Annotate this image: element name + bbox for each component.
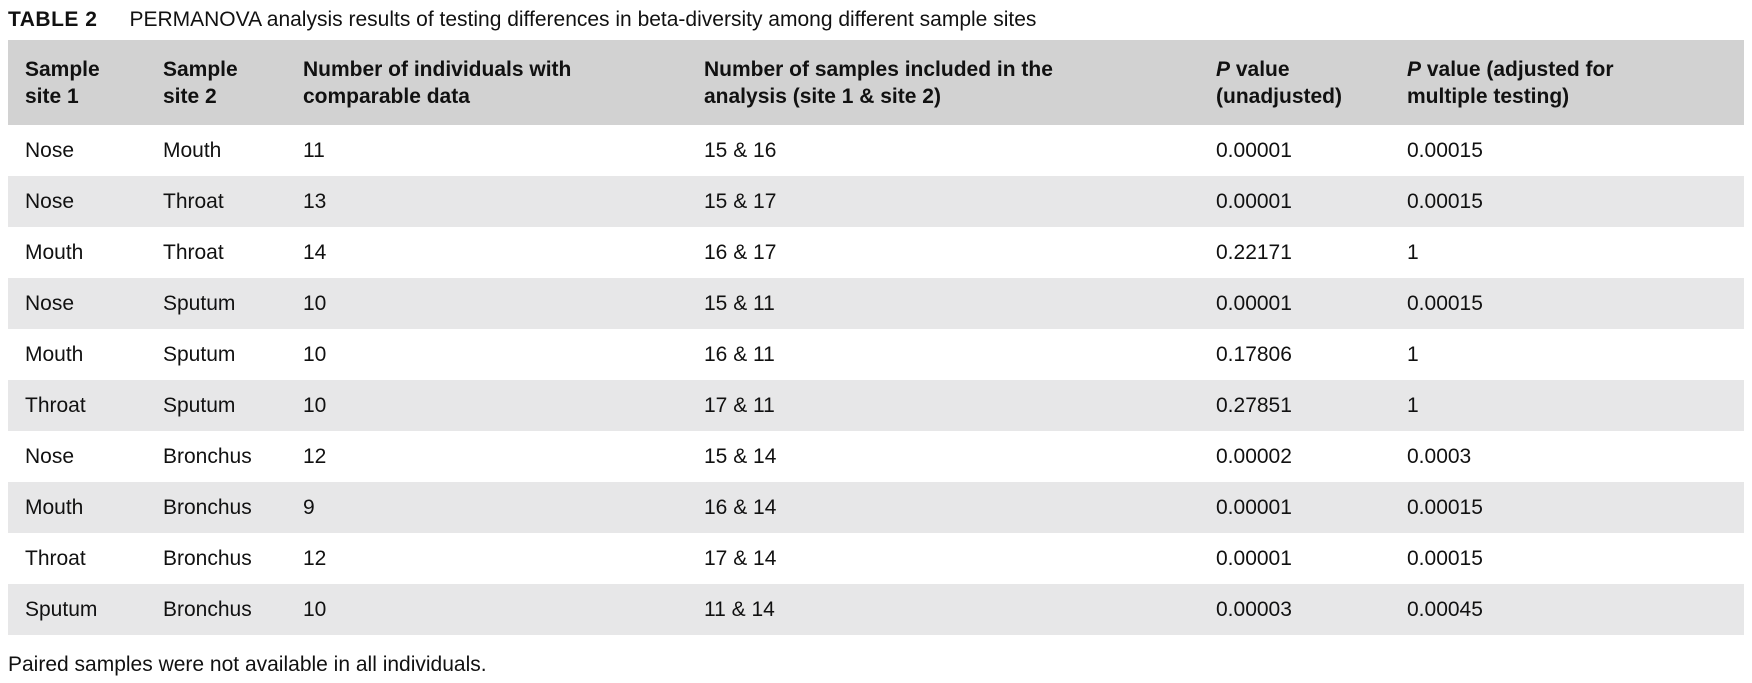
cell-num-individuals: 11 xyxy=(303,138,325,162)
table-number-label: TABLE 2 xyxy=(8,8,98,31)
cell-num-individuals: 9 xyxy=(286,482,687,533)
cell-num-samples: 15 & 17 xyxy=(687,176,1199,227)
cell-sample-site-2: Sputum xyxy=(146,380,286,431)
cell-num-samples: 15 & 11 xyxy=(687,278,1199,329)
cell-p-unadjusted: 0.22171 xyxy=(1216,240,1292,264)
col-header-num-individuals: Number of individuals with comparable dat… xyxy=(286,40,687,125)
cell-num-individuals: 14 xyxy=(303,240,327,264)
cell-sample-site-2: Sputum xyxy=(163,342,236,366)
cell-num-samples: 16 & 14 xyxy=(687,482,1199,533)
cell-sample-site-2: Bronchus xyxy=(163,546,252,570)
cell-sample-site-1: Mouth xyxy=(25,342,84,366)
table-row: Nose Bronchus 12 15 & 14 0.00002 0.0003 xyxy=(8,431,1744,482)
col-header-p-unadjusted: P value (unadjusted) xyxy=(1199,40,1390,125)
cell-p-adjusted: 1 xyxy=(1407,342,1419,366)
table-caption: PERMANOVA analysis results of testing di… xyxy=(129,8,1037,31)
cell-p-unadjusted: 0.00001 xyxy=(1216,138,1292,162)
cell-num-samples: 17 & 14 xyxy=(704,546,777,570)
cell-sample-site-2: Bronchus xyxy=(146,482,286,533)
col-header-p-adjusted: P value (adjusted for multiple testing) xyxy=(1390,40,1744,125)
table-body: Nose Mouth 11 15 & 16 0.00001 0.00015 Nose Thro… xyxy=(8,125,1744,635)
cell-p-unadjusted: 0.00003 xyxy=(1199,584,1390,635)
cell-num-samples: 17 & 11 xyxy=(687,380,1199,431)
table-row: Mouth Sputum 10 16 & 11 0.17806 1 xyxy=(8,329,1744,380)
col-header-sample-site-2: Sample site 2 xyxy=(146,40,286,125)
cell-num-samples: 11 & 14 xyxy=(687,584,1199,635)
cell-p-adjusted: 0.00015 xyxy=(1390,278,1744,329)
cell-sample-site-2: Throat xyxy=(146,176,286,227)
cell-sample-site-1: Throat xyxy=(25,546,86,570)
cell-num-individuals: 10 xyxy=(303,342,327,366)
cell-num-individuals: 12 xyxy=(303,444,327,468)
table-row: Sputum Bronchus 10 11 & 14 0.00003 0.00045 xyxy=(8,584,1744,635)
cell-sample-site-2: Bronchus xyxy=(146,584,286,635)
cell-p-unadjusted: 0.17806 xyxy=(1216,342,1292,366)
cell-num-individuals: 10 xyxy=(286,380,687,431)
table-row: Mouth Bronchus 9 16 & 14 0.00001 0.00015 xyxy=(8,482,1744,533)
col-header-sample-site-1: Sample site 1 xyxy=(8,40,146,125)
cell-num-samples: 16 & 17 xyxy=(704,240,777,264)
italic-p: P xyxy=(1407,57,1422,81)
cell-p-adjusted: 0.00015 xyxy=(1390,482,1744,533)
cell-num-individuals: 12 xyxy=(303,546,327,570)
table-footnote: Paired samples were not available in all… xyxy=(8,653,487,676)
cell-sample-site-1: Throat xyxy=(8,380,146,431)
cell-p-unadjusted: 0.00002 xyxy=(1216,444,1292,468)
cell-p-adjusted: 0.00015 xyxy=(1390,176,1744,227)
cell-sample-site-1: Nose xyxy=(25,444,75,468)
table-row: Nose Throat 13 15 & 17 0.00001 0.00015 xyxy=(8,176,1744,227)
cell-sample-site-1: Nose xyxy=(8,278,146,329)
table-row: Nose Mouth 11 15 & 16 0.00001 0.00015 xyxy=(8,125,1744,176)
cell-sample-site-2: Throat xyxy=(163,240,224,264)
cell-num-samples: 16 & 11 xyxy=(704,342,775,366)
cell-sample-site-1: Nose xyxy=(25,138,75,162)
table-header: Sample site 1 Sample site 2 Number of indi… xyxy=(8,40,1744,125)
col-header-num-samples: Number of samples included in the analysi… xyxy=(687,40,1199,125)
table-row: Throat Bronchus 12 17 & 14 0.00001 0.00015 xyxy=(8,533,1744,584)
cell-p-unadjusted: 0.00001 xyxy=(1199,176,1390,227)
italic-p: P xyxy=(1216,57,1231,81)
cell-num-individuals: 10 xyxy=(286,278,687,329)
cell-p-adjusted: 0.0003 xyxy=(1407,444,1472,468)
table-row: Nose Sputum 10 15 & 11 0.00001 0.00015 xyxy=(8,278,1744,329)
cell-p-adjusted: 0.00015 xyxy=(1407,546,1483,570)
cell-p-adjusted: 1 xyxy=(1407,240,1419,264)
cell-num-samples: 15 & 16 xyxy=(704,138,777,162)
cell-sample-site-1: Mouth xyxy=(25,240,84,264)
cell-p-unadjusted: 0.00001 xyxy=(1216,546,1292,570)
cell-p-adjusted: 1 xyxy=(1390,380,1744,431)
cell-sample-site-1: Nose xyxy=(8,176,146,227)
cell-sample-site-2: Bronchus xyxy=(163,444,252,468)
permanova-table: Sample site 1 Sample site 2 Number of indi… xyxy=(8,40,1744,635)
cell-sample-site-1: Sputum xyxy=(8,584,146,635)
cell-num-samples: 15 & 14 xyxy=(704,444,777,468)
cell-p-adjusted: 0.00015 xyxy=(1407,138,1483,162)
cell-p-unadjusted: 0.00001 xyxy=(1199,278,1390,329)
table-row: Throat Sputum 10 17 & 11 0.27851 1 xyxy=(8,380,1744,431)
cell-num-individuals: 13 xyxy=(286,176,687,227)
cell-p-unadjusted: 0.27851 xyxy=(1199,380,1390,431)
cell-sample-site-2: Mouth xyxy=(163,138,222,162)
cell-sample-site-1: Mouth xyxy=(8,482,146,533)
cell-sample-site-2: Sputum xyxy=(146,278,286,329)
cell-num-individuals: 10 xyxy=(286,584,687,635)
table-row: Mouth Throat 14 16 & 17 0.22171 1 xyxy=(8,227,1744,278)
cell-p-unadjusted: 0.00001 xyxy=(1199,482,1390,533)
header-row: Sample site 1 Sample site 2 Number of indi… xyxy=(8,40,1744,125)
cell-p-adjusted: 0.00045 xyxy=(1390,584,1744,635)
table-title: TABLE 2 PERMANOVA analysis results of tes… xyxy=(8,6,1744,40)
